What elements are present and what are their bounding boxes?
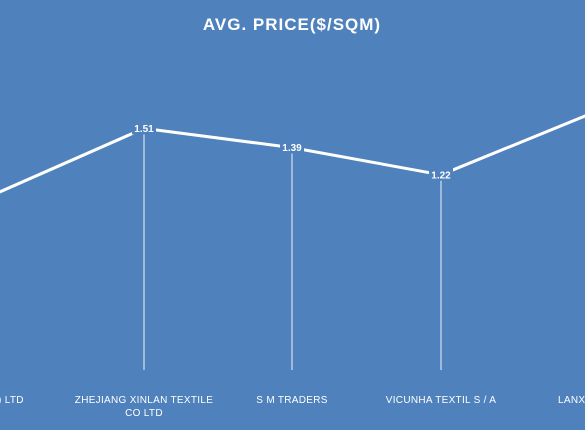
data-label: 1.22 <box>429 167 453 181</box>
data-label: 1.51 <box>132 121 156 135</box>
data-label-text: 1.22 <box>431 170 451 181</box>
data-label-box <box>280 140 304 154</box>
category-label: S M TRADERS <box>256 395 327 406</box>
data-label-box <box>429 167 453 181</box>
chart-title: AVG. PRICE($/SQM) <box>203 15 381 34</box>
data-label-box <box>132 121 156 135</box>
data-label: 1.39 <box>280 140 304 154</box>
data-label-text: 1.51 <box>134 124 154 135</box>
category-label: (INDIA) LTD <box>0 395 24 406</box>
drop-lines <box>143 128 442 370</box>
data-labels: 1.51 1.39 1.22 <box>132 121 453 181</box>
data-label-text: 1.39 <box>282 143 302 154</box>
category-label: ZHEJIANG XINLAN TEXTILE CO LTD <box>75 395 213 419</box>
category-label: LANXI YONG <box>558 395 585 406</box>
category-label: VICUNHA TEXTIL S / A <box>386 395 497 406</box>
